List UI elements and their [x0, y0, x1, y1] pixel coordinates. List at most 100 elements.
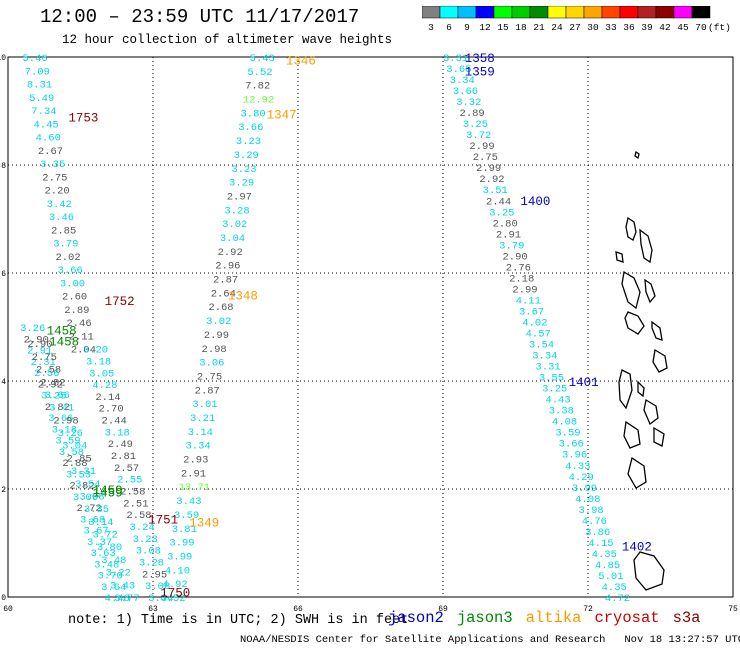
wave-height-label: 3.43 [110, 580, 135, 592]
wave-height-label: 4.76 [582, 516, 607, 528]
wave-height-label: 2.58 [120, 487, 145, 499]
wave-height-label: 4.15 [588, 538, 613, 550]
x-tick-label: 60 [3, 605, 13, 614]
wave-height-label: 3.86 [585, 527, 610, 539]
island-outline [618, 369, 633, 410]
wave-height-label: 2.87 [213, 275, 238, 287]
satellite-legend-jason2: jason2 [388, 609, 444, 627]
satellite-legend-altika: altika [525, 609, 582, 627]
satellite-legend-jason3: jason3 [456, 609, 513, 627]
satellite-legend-cryosat: cryosat [594, 609, 660, 627]
wave-height-label: 3.20 [83, 345, 108, 357]
pass-time-label: 1458 [49, 336, 79, 350]
color-scale-legend: 3 6 9 12 15 18 21 24 27 30 33 36 39 42 45 70 (ft) [422, 6, 731, 32]
wave-height-label: 2.64 [211, 288, 236, 300]
wave-height-label: 4.28 [92, 380, 117, 392]
pass-time-label: 1348 [228, 290, 258, 304]
wave-height-label: 3.14 [88, 517, 113, 529]
wave-height-label: 3.48 [101, 555, 126, 567]
wave-height-label: 2.14 [95, 392, 120, 404]
island-outline [639, 228, 653, 264]
wave-height-label: 2.02 [55, 252, 80, 264]
wave-height-label: 3.66 [45, 390, 70, 402]
wave-height-label: 4.08 [552, 417, 577, 429]
satellite-legend-s3a: s3a [672, 609, 701, 627]
wave-height-label: 2.92 [38, 379, 63, 391]
wave-height-label: 2.88 [62, 458, 87, 470]
pass-time-label: 1402 [622, 541, 652, 555]
wave-height-label: 3.43 [176, 496, 201, 508]
wave-height-label: 4.11 [516, 295, 541, 307]
wave-height-label: 3.34 [450, 75, 475, 87]
pass-time-label: 1459 [93, 487, 123, 501]
wave-height-label: 3.59 [55, 436, 80, 448]
wave-height-label: 3.66 [238, 122, 263, 134]
wave-height-label: 2.18 [509, 273, 534, 285]
scale-value-label: 36 [623, 22, 635, 32]
pass-time-label: 1753 [68, 111, 98, 125]
wave-height-label: 3.25 [41, 391, 66, 403]
island-outline [615, 251, 624, 263]
scale-value-label: 24 [551, 22, 563, 32]
wave-height-label: 3.48 [94, 559, 119, 571]
wave-height-label: 3.29 [229, 178, 254, 190]
wave-height-label: 3.24 [130, 522, 155, 534]
track-jason2: 3.313.653.343.663.322.893.253.722.992.75… [443, 53, 630, 605]
wave-height-label: 3.02 [206, 316, 231, 328]
wave-height-label: 2.90 [502, 251, 527, 263]
wave-height-label: 3.28 [224, 205, 249, 217]
wave-height-label: 3.18 [52, 424, 77, 436]
x-tick-label: 63 [148, 605, 158, 614]
wave-height-label: 2.90 [27, 339, 52, 351]
wave-height-label: 4.60 [36, 133, 61, 145]
wave-height-label: 4.08 [575, 494, 600, 506]
wave-height-label: 3.98 [578, 505, 603, 517]
wave-height-label: 4.33 [565, 461, 590, 473]
wave-height-label: 3.18 [86, 356, 111, 368]
wave-height-label: 5.46 [23, 53, 48, 65]
wave-height-label: 3.04 [220, 233, 245, 245]
wave-height-label: 3.80 [97, 542, 122, 554]
credit-line: NOAA/NESDIS Center for Satellite Applica… [240, 634, 740, 646]
wave-height-label: 3.79 [499, 240, 524, 252]
wave-height-label: 3.54 [529, 340, 554, 352]
scale-value-label: 39 [641, 22, 653, 32]
wave-height-label: 2.99 [204, 330, 229, 342]
wave-height-label: 3.23 [236, 136, 261, 148]
wave-height-label: 3.72 [93, 530, 118, 542]
wave-height-label: 3.00 [60, 278, 85, 290]
wave-height-label: 3.99 [169, 538, 194, 550]
wave-height-label: 3.31 [536, 362, 561, 374]
wave-height-label: 3.35 [84, 504, 109, 516]
track-s3a-top: 5.467.09 8.315.497.344.45 4.602.673.352.75… [23, 53, 97, 357]
scale-value-label: 42 [659, 22, 671, 32]
wave-height-label: 2.81 [111, 451, 136, 463]
wave-height-label: 2.95 [142, 569, 167, 581]
scale-value-label: 6 [446, 22, 452, 32]
wave-height-label: 2.68 [208, 302, 233, 314]
wave-height-label: 2.82 [45, 402, 70, 414]
wave-height-label: 2.98 [202, 344, 227, 356]
maldives-islands [615, 150, 668, 591]
island-outline [633, 551, 665, 591]
wave-height-label: 3.59 [174, 510, 199, 522]
wave-height-label: 2.56 [34, 368, 59, 380]
page-title: 12:00 – 23:59 UTC 11/17/2017 [40, 6, 360, 28]
wave-height-label: 3.81 [172, 524, 197, 536]
wave-height-label: 2.90 [24, 334, 49, 346]
wave-height-label: 2.91 [496, 229, 521, 241]
wave-height-label: 3.18 [105, 427, 130, 439]
wave-height-label: 2.04 [71, 345, 96, 357]
wave-height-label: 3.66 [58, 265, 83, 277]
grid-lines [8, 57, 733, 597]
y-tick-label: 4 [1, 378, 6, 387]
scale-value-label: 30 [587, 22, 599, 32]
island-outline [627, 456, 647, 489]
y-tick-label: 6 [1, 270, 6, 279]
y-tick-label: 2 [1, 486, 6, 495]
wave-height-label: 3.41 [49, 403, 74, 415]
wave-height-label: 3.59 [555, 428, 580, 440]
wave-height-label: 2.87 [195, 385, 220, 397]
island-outline [623, 420, 641, 449]
pass-time-label: 1401 [569, 376, 599, 390]
